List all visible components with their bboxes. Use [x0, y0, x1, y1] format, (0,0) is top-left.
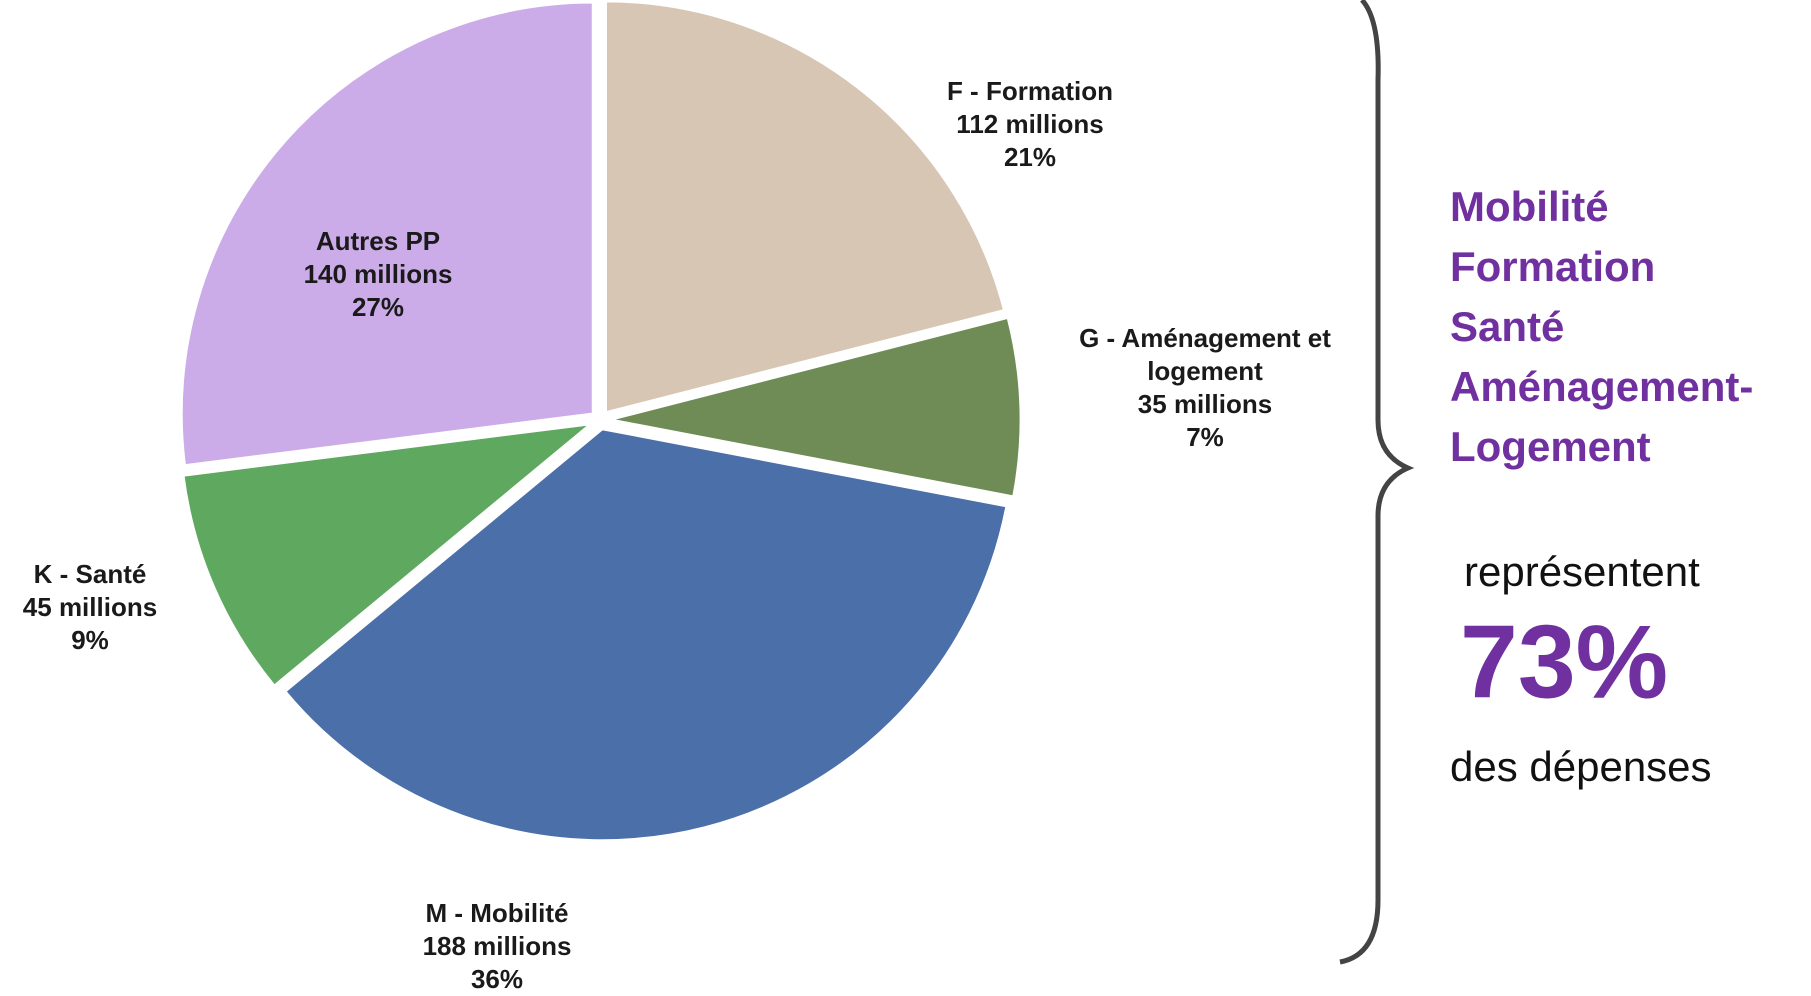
value-label: 36%: [471, 964, 523, 994]
amount-label: 35 millions: [1138, 389, 1272, 419]
brace: [1339, 0, 1415, 965]
pie-slice: [282, 427, 1009, 843]
slice-label: Autres PP: [316, 226, 440, 256]
slice-label: F - Formation: [947, 76, 1113, 106]
pie-slice: [608, 315, 1023, 499]
verb: représentent: [1464, 548, 1700, 595]
value-label: 7%: [1186, 422, 1224, 452]
pie-slice: [604, 0, 1007, 415]
amount-label: 45 millions: [23, 592, 157, 622]
share: 73%: [1460, 604, 1668, 720]
highlight: Mobilité: [1450, 183, 1609, 230]
slice-label: K - Santé: [34, 559, 147, 589]
amount-label: 140 millions: [304, 259, 453, 289]
value-label: 21%: [1004, 142, 1056, 172]
highlight: Aménagement-: [1450, 363, 1753, 410]
slice-label: M - Mobilité: [426, 898, 569, 928]
amount-label: 112 millions: [956, 109, 1103, 139]
tail: des dépenses: [1450, 743, 1712, 790]
highlight: Logement: [1450, 423, 1651, 470]
amount-label: 188 millions: [423, 931, 572, 961]
highlight: Formation: [1450, 243, 1655, 290]
pie-slice: [181, 421, 597, 689]
value-label: 27%: [352, 292, 404, 322]
value-label: 9%: [71, 625, 109, 655]
highlight: Santé: [1450, 303, 1564, 350]
pie-slice: [179, 0, 595, 468]
slice-label: logement: [1147, 356, 1263, 386]
slice-label: G - Aménagement et: [1079, 323, 1331, 353]
